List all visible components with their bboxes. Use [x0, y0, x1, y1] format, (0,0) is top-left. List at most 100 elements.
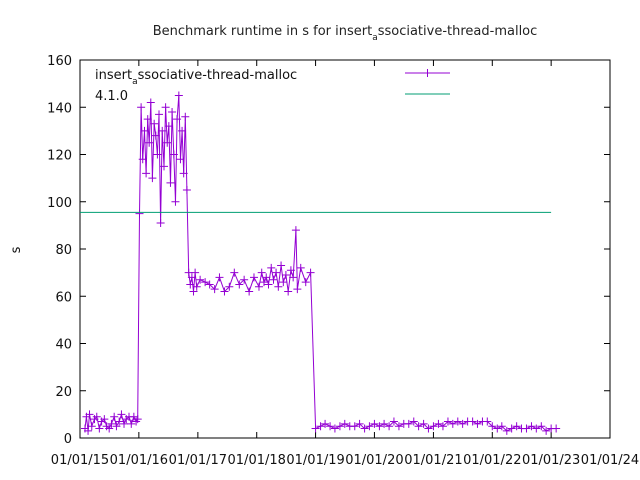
- series-1-point-87: [291, 226, 300, 235]
- series-1-point-124: [468, 417, 477, 426]
- series-1-point-61: [201, 278, 210, 287]
- series-1-point-39: [160, 162, 169, 171]
- series-1-point-85: [286, 266, 295, 275]
- y-tick-label-4: 80: [55, 243, 72, 258]
- series-1-point-49: [176, 155, 185, 164]
- series-1-point-76: [264, 280, 273, 289]
- series-1-point-38: [158, 126, 167, 135]
- series-1-point-34: [151, 131, 160, 140]
- series-1-point-131: [502, 426, 511, 435]
- series-1-point-65: [220, 287, 229, 296]
- series-1-point-27: [140, 126, 149, 135]
- series-1-point-119: [443, 417, 452, 426]
- series-1-point-101: [355, 419, 364, 428]
- series-1-point-37: [156, 219, 165, 228]
- series-1-point-40: [161, 103, 170, 112]
- x-tick-label-6: 01/01/21: [404, 453, 462, 468]
- x-tick-label-4: 01/01/19: [286, 453, 344, 468]
- series-1-point-59: [192, 282, 201, 291]
- series-1-point-81: [277, 261, 286, 270]
- series-1-point-26: [138, 155, 147, 164]
- series-1-point-2: [84, 426, 93, 435]
- series-1-point-7: [95, 424, 104, 433]
- series-1-point-25: [137, 103, 146, 112]
- series-1-point-36: [155, 110, 164, 119]
- series-1-point-135: [522, 424, 531, 433]
- series-1-point-71: [249, 273, 258, 282]
- series-1-point-66: [225, 282, 234, 291]
- series-1-point-28: [142, 169, 151, 178]
- series-1-point-88: [293, 285, 302, 294]
- series-1-point-51: [179, 169, 188, 178]
- series-1-point-3: [85, 410, 94, 419]
- series-1-point-96: [330, 424, 339, 433]
- series-1-point-127: [483, 417, 492, 426]
- series-1-point-42: [164, 122, 173, 131]
- series-1-point-60: [196, 275, 205, 284]
- series-1-point-78: [269, 275, 278, 284]
- series-1-point-95: [326, 422, 335, 431]
- series-1-point-132: [507, 424, 516, 433]
- series-1-point-77: [267, 263, 276, 272]
- series-1-point-69: [240, 275, 249, 284]
- series-1-point-68: [235, 280, 244, 289]
- series-1-point-122: [458, 419, 467, 428]
- y-tick-label-2: 40: [55, 338, 72, 353]
- series-1-point-80: [274, 282, 283, 291]
- chart-title: Benchmark runtime in s for insertassocia…: [153, 24, 538, 43]
- series-1-point-84: [284, 287, 293, 296]
- series-1-point-35: [153, 150, 162, 159]
- series-1-point-92: [311, 424, 320, 433]
- series-1-point-137: [532, 424, 541, 433]
- y-tick-label-5: 100: [47, 196, 72, 211]
- series-1-point-111: [404, 419, 413, 428]
- series-1-point-125: [473, 419, 482, 428]
- series-1-point-89: [296, 263, 305, 272]
- series-1-point-57: [189, 287, 198, 296]
- series-1-point-97: [335, 422, 344, 431]
- series-1-point-107: [385, 422, 394, 431]
- series-1-point-106: [380, 419, 389, 428]
- series-1-point-63: [210, 285, 219, 294]
- y-tick-label-0: 0: [64, 432, 72, 447]
- series-1-point-93: [316, 422, 325, 431]
- series-1-point-116: [429, 422, 438, 431]
- series-1-point-56: [187, 273, 196, 282]
- series-1-point-138: [537, 422, 546, 431]
- series-1-point-32: [148, 174, 157, 183]
- x-tick-label-2: 01/01/17: [169, 453, 227, 468]
- x-tick-label-1: 01/01/16: [110, 453, 168, 468]
- series-1-point-112: [409, 417, 418, 426]
- series-1-line: [84, 95, 557, 432]
- y-tick-label-6: 120: [47, 149, 72, 164]
- series-1-point-94: [321, 419, 330, 428]
- series-1-point-20: [127, 419, 136, 428]
- legend-entry-2-label: 4.1.0: [95, 89, 128, 104]
- series-1-point-121: [453, 417, 462, 426]
- series-1-point-52: [181, 112, 190, 121]
- series-1-point-55: [186, 280, 195, 289]
- series-1-point-15: [115, 417, 124, 426]
- series-1-point-74: [259, 278, 268, 287]
- x-tick-label-0: 01/01/15: [51, 453, 109, 468]
- series-1-point-29: [143, 115, 152, 124]
- series-1-point-48: [174, 91, 183, 100]
- series-1-point-73: [257, 268, 266, 277]
- series-1-point-109: [394, 422, 403, 431]
- y-axis-label: s: [9, 246, 24, 253]
- legend-keys: [405, 69, 450, 95]
- series-1-point-120: [448, 419, 457, 428]
- series-1-point-23: [133, 415, 142, 424]
- series-1-point-31: [146, 98, 155, 107]
- series-layer: [80, 91, 561, 435]
- series-1-point-14: [112, 422, 121, 431]
- series-1-point-108: [389, 417, 398, 426]
- series-1-point-47: [173, 115, 182, 124]
- x-tick-label-5: 01/01/20: [345, 453, 403, 468]
- legend-entry-1-label: insertassociative-thread-malloc: [95, 68, 297, 87]
- y-tick-label-3: 60: [55, 290, 72, 305]
- x-tick-label-3: 01/01/18: [228, 453, 286, 468]
- series-1-point-117: [434, 419, 443, 428]
- series-1-point-4: [87, 422, 96, 431]
